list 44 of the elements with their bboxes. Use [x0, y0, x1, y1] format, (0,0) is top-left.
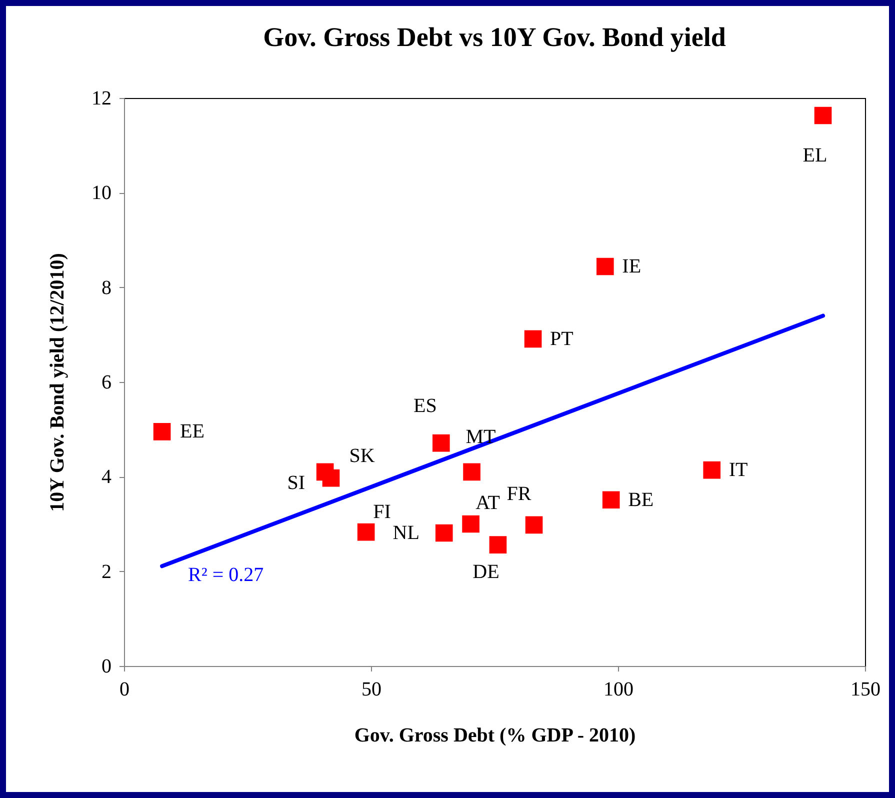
- x-tick-label: 0: [120, 678, 130, 700]
- annotation: EE: [180, 420, 204, 443]
- annotation: FI: [373, 501, 391, 524]
- x-axis-title: Gov. Gross Debt (% GDP - 2010): [354, 724, 636, 746]
- point: [432, 434, 450, 452]
- point: [524, 330, 542, 348]
- annotation: ES: [413, 395, 437, 418]
- annotation: PT: [550, 328, 574, 350]
- annotation: BE: [628, 488, 654, 511]
- point: [596, 258, 614, 276]
- x-tick-label: 50: [362, 678, 382, 700]
- annotation: SI: [287, 472, 306, 494]
- y-tick-label: 6: [102, 372, 112, 394]
- point: [153, 423, 171, 440]
- annotation: IE: [622, 256, 642, 278]
- annotation: MT: [466, 426, 496, 448]
- point: [357, 523, 375, 541]
- annotation: SK: [349, 445, 376, 468]
- point: [462, 515, 480, 533]
- annotation: FR: [506, 482, 532, 505]
- y-tick-label: 2: [102, 560, 112, 583]
- y-tick-label: 4: [102, 466, 112, 488]
- chart-title: Gov. Gross Debt vs 10Y Gov. Bond yield: [263, 22, 726, 52]
- x-tick-label: 100: [604, 678, 634, 700]
- y-tick-label: 0: [102, 656, 112, 678]
- annotation: DE: [472, 560, 500, 583]
- point: [814, 106, 832, 124]
- x-tick-label: 150: [850, 678, 880, 700]
- point: [322, 469, 340, 487]
- annotation: R² = 0.27: [188, 564, 264, 586]
- point: [489, 536, 507, 554]
- annotation: NL: [392, 522, 420, 544]
- annotation: EL: [802, 144, 828, 167]
- y-tick-label: 10: [92, 182, 112, 204]
- annotation: IT: [728, 459, 748, 482]
- point: [463, 463, 480, 481]
- annotation: AT: [476, 492, 500, 514]
- y-axis-title: 10Y Gov. Bond yield (12/2010): [46, 253, 68, 512]
- point: [602, 491, 620, 509]
- y-tick-label: 8: [102, 276, 112, 299]
- point: [435, 524, 453, 542]
- point: [703, 461, 721, 479]
- y-tick-label: 12: [92, 88, 112, 110]
- point: [525, 516, 543, 534]
